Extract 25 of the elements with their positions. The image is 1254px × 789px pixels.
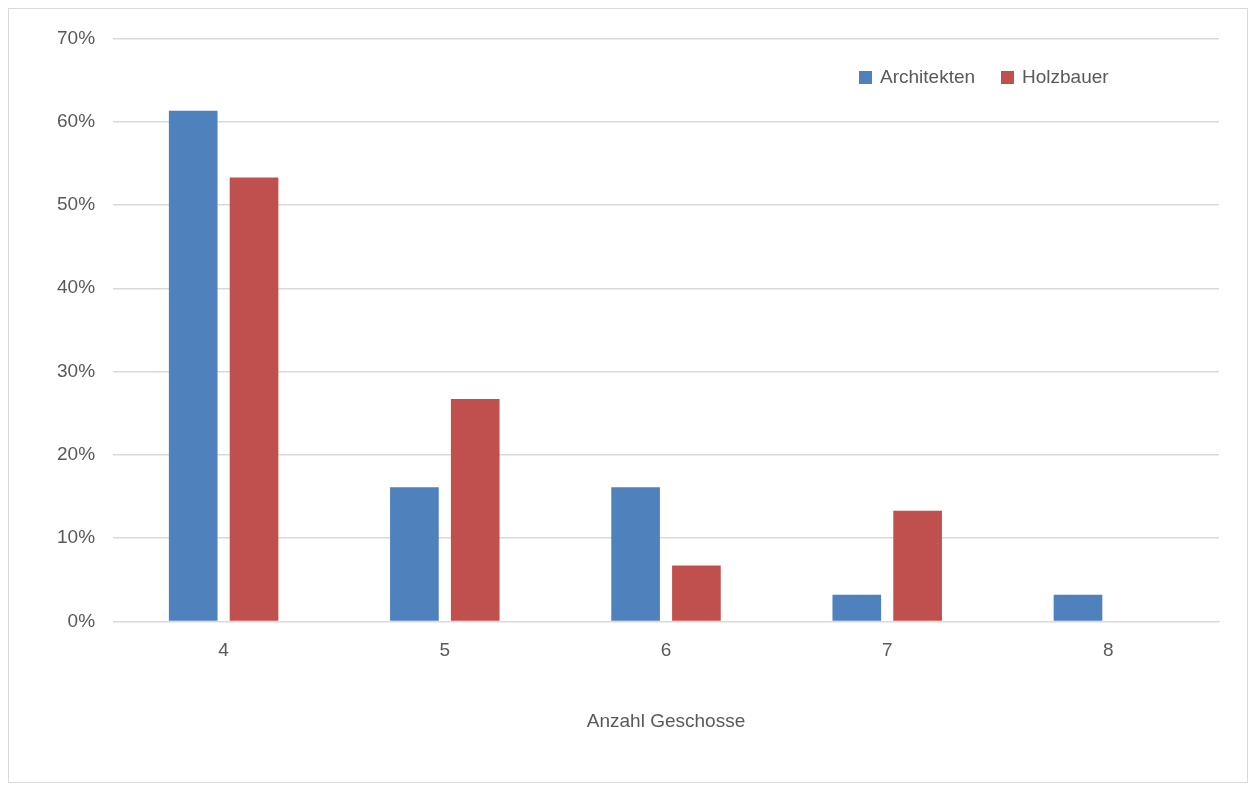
bar	[611, 487, 660, 621]
y-tick-label: 70%	[57, 26, 96, 48]
y-tick-label: 40%	[57, 276, 96, 298]
bar	[1053, 594, 1103, 621]
x-axis-title: Anzahl Geschosse	[586, 709, 746, 731]
x-tick-label: 6	[660, 639, 672, 661]
bar	[893, 510, 942, 621]
y-tick-label: 0%	[67, 609, 96, 631]
legend-label: Architekten	[880, 66, 976, 89]
x-tick-label: 4	[218, 639, 230, 661]
y-tick-label: 50%	[57, 193, 96, 215]
x-tick-label: 7	[881, 639, 893, 661]
bar	[672, 565, 721, 621]
bar	[450, 399, 500, 621]
y-tick-label: 10%	[57, 526, 96, 548]
bar	[229, 177, 279, 621]
x-tick-label: 8	[1103, 639, 1114, 661]
y-tick-label: 30%	[57, 359, 96, 381]
x-tick-label: 5	[439, 639, 451, 661]
bar	[168, 110, 218, 621]
bar	[390, 487, 439, 621]
y-tick-label: 20%	[57, 443, 96, 465]
y-tick-label: 60%	[57, 109, 96, 131]
bar	[832, 594, 882, 621]
legend-label: Holzbauer	[1022, 66, 1109, 89]
